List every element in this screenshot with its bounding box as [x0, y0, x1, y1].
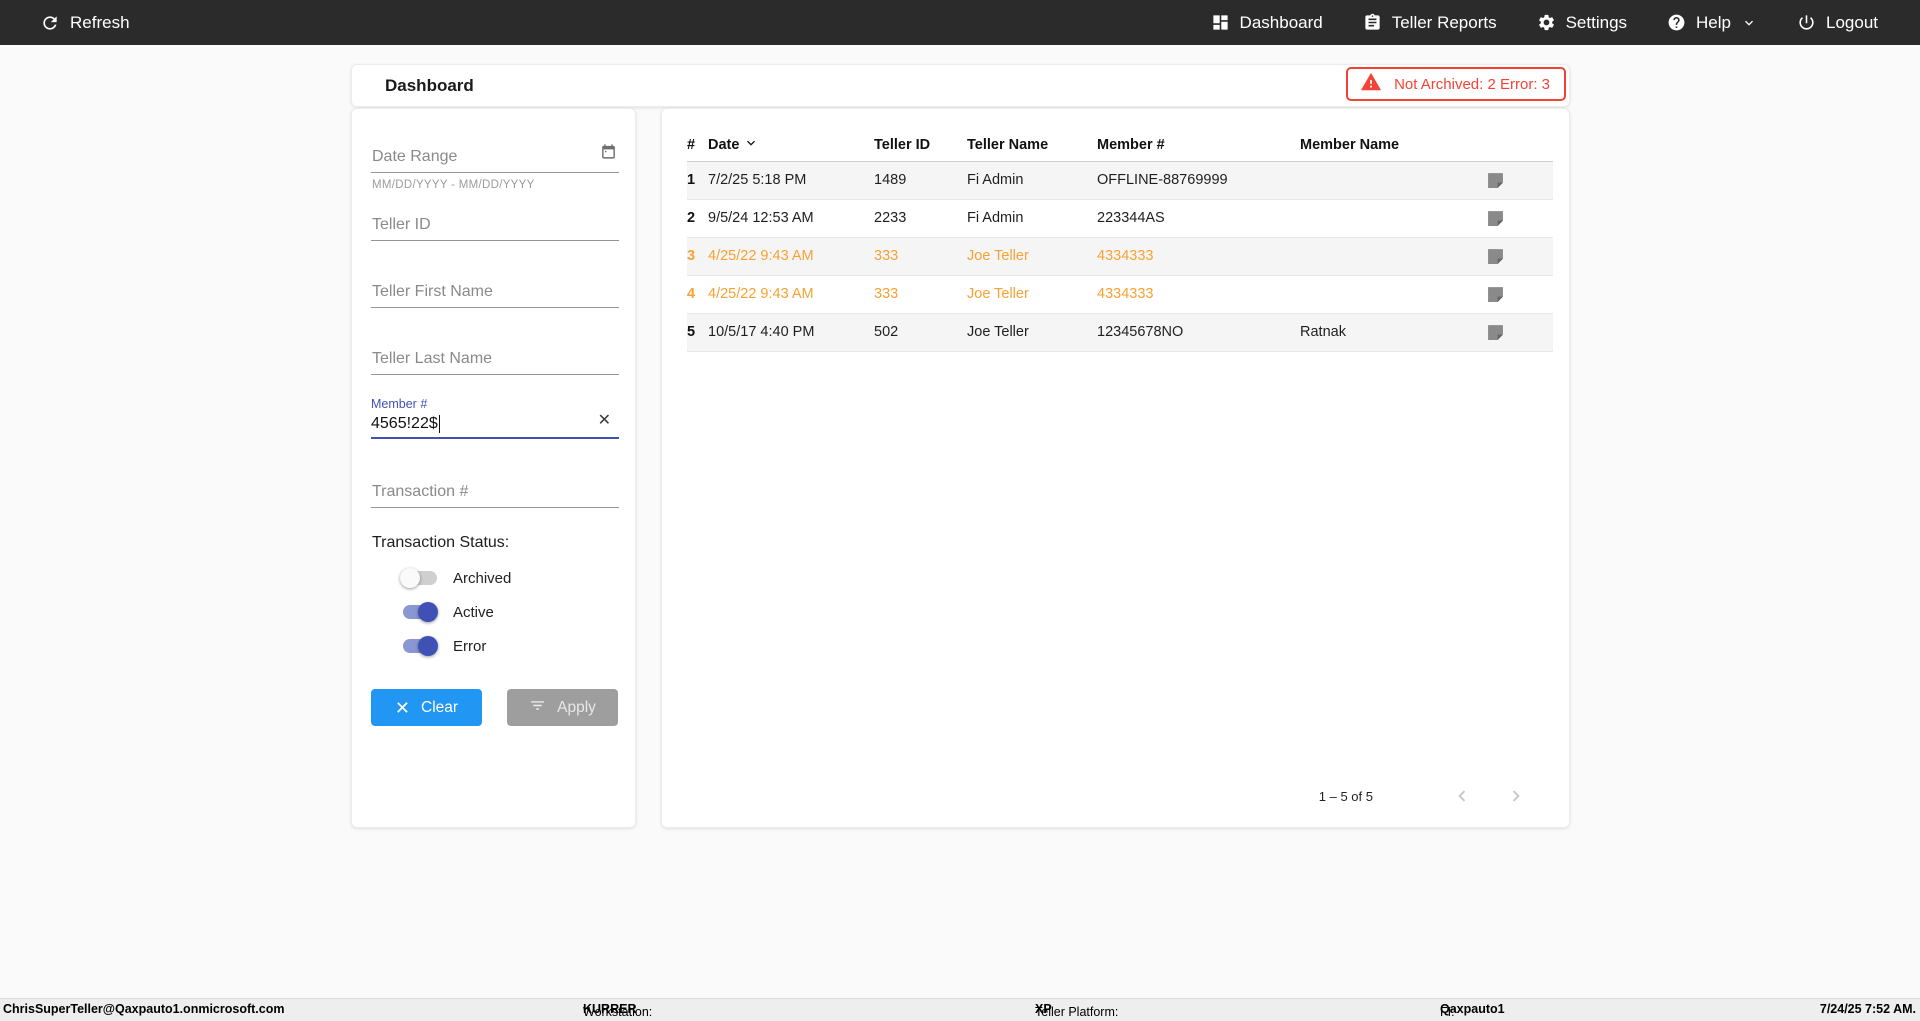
nav-settings-label: Settings: [1565, 12, 1628, 32]
toggle-row-archived: Archived: [400, 566, 511, 590]
note-icon[interactable]: [1481, 199, 1553, 238]
date-range-hint: MM/DD/YYYY - MM/DD/YYYY: [372, 179, 535, 191]
nav-teller-reports-label: Teller Reports: [1391, 12, 1497, 32]
member-number-value: 4565!22$: [371, 411, 619, 437]
toggle-row-error: Error: [400, 634, 486, 658]
results-panel: # Date Teller ID Teller Name Member # Me…: [661, 108, 1570, 828]
dashboard-icon: [1211, 13, 1230, 32]
sort-desc-icon: [743, 135, 759, 155]
clear-field-icon[interactable]: ✕: [597, 412, 611, 429]
note-icon[interactable]: [1481, 275, 1553, 314]
archived-toggle-label: Archived: [453, 569, 512, 587]
transaction-status-label: Transaction Status:: [372, 534, 510, 551]
member-number-label: Member #: [371, 397, 428, 411]
teller-last-name-placeholder: Teller Last Name: [372, 350, 493, 367]
clear-button-label: Clear: [421, 698, 459, 716]
col-header-teller-id[interactable]: Teller ID: [874, 129, 967, 162]
nav-dashboard-label: Dashboard: [1239, 12, 1323, 32]
help-icon: [1667, 13, 1686, 32]
teller-first-name-placeholder: Teller First Name: [372, 283, 493, 300]
nav-help-label: Help: [1696, 12, 1731, 32]
table-row[interactable]: 1 7/2/25 5:18 PM 1489 Fi Admin OFFLINE-8…: [687, 161, 1553, 200]
transaction-number-input[interactable]: Transaction #: [371, 474, 619, 508]
alert-badge[interactable]: Not Archived: 2 Error: 3: [1346, 67, 1566, 101]
nav-logout[interactable]: Logout: [1797, 13, 1878, 33]
chevron-down-icon: [1741, 15, 1757, 31]
page-title: Dashboard: [385, 75, 474, 95]
calendar-icon[interactable]: [600, 143, 617, 165]
date-range-input[interactable]: Date Range: [371, 139, 619, 173]
warning-icon: [1360, 71, 1382, 97]
teller-id-input[interactable]: Teller ID: [371, 207, 619, 241]
clear-button[interactable]: ✕ Clear: [371, 689, 482, 726]
pagination-range: 1 – 5 of 5: [1318, 788, 1373, 804]
teller-last-name-input[interactable]: Teller Last Name: [371, 341, 619, 375]
member-number-input[interactable]: Member # 4565!22$ ✕: [371, 397, 619, 439]
error-toggle[interactable]: [400, 636, 440, 656]
filter-panel: Date Range MM/DD/YYYY - MM/DD/YYYY Telle…: [351, 108, 636, 828]
teller-id-placeholder: Teller ID: [372, 216, 431, 233]
note-icon[interactable]: [1481, 161, 1553, 200]
note-icon[interactable]: [1481, 237, 1553, 276]
transaction-number-placeholder: Transaction #: [372, 483, 469, 500]
nav-teller-reports[interactable]: Teller Reports: [1363, 13, 1497, 33]
current-datetime: 7/24/25 7:52 AM.: [1819, 1002, 1916, 1016]
top-navigation-bar: Refresh Dashboard Teller Reports Setting…: [0, 0, 1920, 45]
date-range-placeholder: Date Range: [372, 148, 458, 165]
table-header-row: # Date Teller ID Teller Name Member # Me…: [687, 129, 1553, 162]
fi-info: FI: Qaxpauto1: [1440, 1002, 1505, 1019]
apply-button-label: Apply: [557, 698, 596, 716]
filter-icon: [529, 697, 546, 719]
power-icon: [1797, 13, 1816, 32]
apply-button[interactable]: Apply: [507, 689, 618, 726]
teller-first-name-input[interactable]: Teller First Name: [371, 274, 619, 308]
active-toggle[interactable]: [400, 602, 440, 622]
main-content: Dashboard Not Archived: 2 Error: 3 Date …: [0, 45, 1920, 998]
clipboard-icon: [1363, 13, 1382, 32]
page-header-card: Dashboard Not Archived: 2 Error: 3: [351, 64, 1570, 107]
error-toggle-label: Error: [453, 637, 487, 655]
note-icon[interactable]: [1481, 313, 1553, 352]
refresh-icon: [40, 13, 60, 33]
topbar-right-nav: Dashboard Teller Reports Settings Help: [1211, 13, 1878, 33]
col-header-member-num[interactable]: Member #: [1097, 129, 1300, 162]
col-header-actions: [1481, 129, 1553, 162]
paginator: 1 – 5 of 5: [1319, 785, 1527, 807]
alert-badge-text: Not Archived: 2 Error: 3: [1394, 75, 1550, 93]
refresh-button[interactable]: Refresh: [40, 13, 130, 33]
nav-settings[interactable]: Settings: [1537, 13, 1627, 33]
table-row[interactable]: 5 10/5/17 4:40 PM 502 Joe Teller 1234567…: [687, 313, 1553, 352]
active-toggle-label: Active: [453, 603, 494, 621]
nav-help[interactable]: Help: [1667, 13, 1757, 33]
table-row[interactable]: 3 4/25/22 9:43 AM 333 Joe Teller 4334333: [687, 237, 1553, 276]
previous-page-button[interactable]: [1451, 785, 1473, 807]
nav-dashboard[interactable]: Dashboard: [1211, 13, 1323, 33]
clear-x-icon: ✕: [394, 697, 411, 718]
col-header-teller-name[interactable]: Teller Name: [967, 129, 1097, 162]
col-header-member-name[interactable]: Member Name: [1300, 129, 1481, 162]
next-page-button[interactable]: [1505, 785, 1527, 807]
col-header-num: #: [687, 129, 708, 162]
teller-platform-info: Teller Platform: XP: [1035, 1002, 1119, 1019]
col-header-date[interactable]: Date: [708, 129, 874, 162]
results-table: # Date Teller ID Teller Name Member # Me…: [687, 129, 1553, 352]
toggle-row-active: Active: [400, 600, 494, 624]
nav-logout-label: Logout: [1826, 12, 1878, 32]
logged-in-user: ChrisSuperTeller@Qaxpauto1.onmicrosoft.c…: [3, 1002, 285, 1016]
archived-toggle[interactable]: [400, 568, 440, 588]
table-row[interactable]: 4 4/25/22 9:43 AM 333 Joe Teller 4334333: [687, 275, 1553, 314]
refresh-label: Refresh: [70, 12, 130, 32]
gear-icon: [1537, 13, 1556, 32]
table-row[interactable]: 2 9/5/24 12:53 AM 2233 Fi Admin 223344AS: [687, 199, 1553, 238]
workstation-info: Workstation: KURRER: [583, 1002, 653, 1019]
status-bar: ChrisSuperTeller@Qaxpauto1.onmicrosoft.c…: [0, 998, 1920, 1021]
text-caret: [438, 415, 441, 433]
